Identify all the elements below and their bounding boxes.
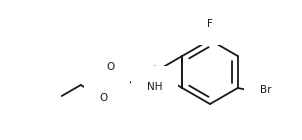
Text: O: O [99, 93, 108, 103]
Text: NH: NH [146, 82, 162, 92]
Text: O: O [106, 62, 114, 72]
Text: Br: Br [260, 85, 271, 95]
Text: F: F [207, 19, 213, 29]
